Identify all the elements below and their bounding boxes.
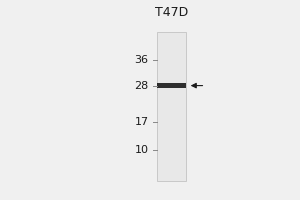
Text: 17: 17 bbox=[134, 117, 148, 127]
Text: 28: 28 bbox=[134, 81, 148, 91]
Bar bbox=[157, 32, 186, 181]
Bar bbox=[157, 83, 186, 88]
Text: T47D: T47D bbox=[155, 6, 188, 19]
Text: 36: 36 bbox=[135, 55, 148, 65]
Text: 10: 10 bbox=[135, 145, 148, 155]
